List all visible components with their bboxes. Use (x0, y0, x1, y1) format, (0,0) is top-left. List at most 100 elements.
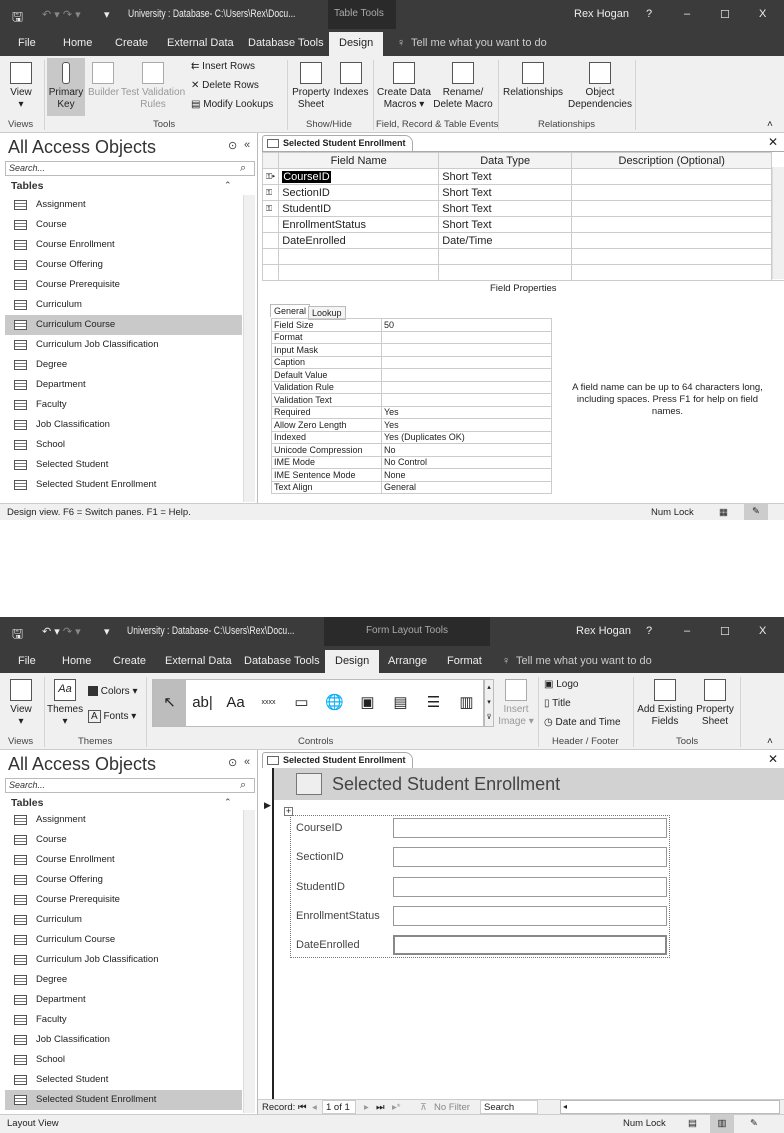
last-record-button[interactable]: ⏭ (376, 1102, 385, 1113)
nav-item-table[interactable]: Course (5, 830, 242, 850)
description-cell[interactable] (571, 184, 773, 201)
collapse-section-icon[interactable]: ⌃ (224, 797, 232, 807)
help-button[interactable]: ? (646, 8, 653, 20)
property-row[interactable]: Unicode Compression No (271, 443, 552, 457)
nav-item-table[interactable]: Curriculum Course (5, 930, 242, 950)
tab-general[interactable]: General (270, 304, 311, 317)
field-row[interactable]: ⚿ StudentID Short Text (261, 200, 773, 217)
tab-format[interactable]: Format (447, 655, 482, 667)
modify-lookups-button[interactable]: ▤ Modify Lookups (191, 99, 274, 110)
themes-button[interactable]: Aa Themes ▾ (47, 679, 83, 728)
grid-scrollbar[interactable] (772, 167, 784, 279)
primary-key-button[interactable]: Primary Key (47, 58, 85, 116)
tab-database-tools[interactable]: Database Tools (244, 655, 320, 667)
form-view-icon[interactable]: ▤ (688, 1118, 697, 1129)
add-existing-fields-button[interactable]: Add Existing Fields (636, 679, 694, 728)
tell-me-search[interactable]: Tell me what you want to do (411, 37, 547, 49)
field-input[interactable] (393, 876, 667, 897)
empty-cell[interactable] (571, 264, 773, 281)
property-value[interactable] (381, 393, 552, 407)
property-value[interactable] (381, 380, 552, 394)
description-cell[interactable] (571, 168, 773, 185)
property-row[interactable]: Validation Rule (271, 380, 552, 394)
tab-file[interactable]: File (18, 655, 36, 667)
property-row[interactable]: Indexed Yes (Duplicates OK) (271, 430, 552, 444)
control-combo-icon[interactable]: ▥ (459, 694, 474, 711)
tab-home[interactable]: Home (62, 655, 92, 667)
row-selector[interactable]: ⚿ (261, 184, 280, 201)
control-ab-icon[interactable]: ab| (192, 694, 213, 711)
first-record-button[interactable]: ⏮ (298, 1102, 307, 1113)
nav-item-table[interactable]: Degree (5, 355, 242, 375)
property-row[interactable]: Input Mask (271, 343, 552, 357)
close-doc-button[interactable]: ✕ (767, 135, 778, 149)
tab-create[interactable]: Create (113, 655, 147, 667)
field-name-cell[interactable]: EnrollmentStatus (278, 216, 440, 233)
insert-rows-button[interactable]: ⇇ Insert Rows (191, 61, 255, 72)
nav-item-table[interactable]: Department (5, 990, 242, 1010)
layout-move-handle[interactable]: + (284, 806, 293, 816)
user-name[interactable]: Rex Hogan (576, 625, 632, 637)
property-value[interactable]: No (381, 443, 552, 457)
test-validation-rules-button[interactable]: Test Validation Rules (120, 62, 186, 111)
tab-file[interactable]: File (18, 37, 36, 49)
nav-pane-title[interactable]: All Access Objects (8, 754, 157, 774)
nav-item-table[interactable]: Curriculum Course (5, 315, 242, 335)
nav-item-table[interactable]: Selected Student (5, 1070, 242, 1090)
gallery-scroll[interactable]: ▴ ▾ ⊽ (484, 679, 494, 727)
data-type-cell[interactable]: Short Text (438, 168, 573, 185)
logo-button[interactable]: ▣ Logo (544, 679, 579, 690)
empty-cell[interactable] (278, 264, 440, 281)
nav-item-table[interactable]: Selected Student Enrollment (5, 475, 242, 495)
nav-item-table[interactable]: Assignment (5, 810, 242, 830)
description-cell[interactable] (571, 216, 773, 233)
delete-rows-button[interactable]: ✕ Delete Rows (191, 80, 259, 91)
empty-cell[interactable] (438, 248, 573, 265)
customize-qat-icon[interactable]: ▾ (104, 626, 110, 638)
nav-item-table[interactable]: Course Enrollment (5, 850, 242, 870)
empty-cell[interactable] (261, 248, 280, 265)
insert-image-button[interactable]: Insert Image ▾ (498, 679, 534, 728)
shutter-bar-icon[interactable]: « (244, 756, 251, 768)
title-button[interactable]: ▯ Title (544, 698, 571, 709)
shutter-bar-icon[interactable]: « (244, 139, 251, 151)
fonts-button[interactable]: A Fonts ▾ (88, 710, 136, 723)
design-view-icon[interactable]: ✎ (744, 504, 768, 520)
property-row[interactable]: Text Align General (271, 480, 552, 494)
nav-item-table[interactable]: Course Prerequisite (5, 890, 242, 910)
nav-item-table[interactable]: School (5, 435, 242, 455)
minimize-button[interactable]: – (684, 8, 691, 20)
field-name-selected[interactable]: CourseID (282, 170, 331, 183)
user-name[interactable]: Rex Hogan (574, 8, 630, 20)
property-row[interactable]: IME Sentence Mode None (271, 468, 552, 482)
nav-item-table[interactable]: Course (5, 215, 242, 235)
property-row[interactable]: Caption (271, 355, 552, 369)
property-value[interactable] (381, 368, 552, 382)
nav-item-table[interactable]: Course Prerequisite (5, 275, 242, 295)
nav-scrollbar[interactable] (243, 195, 255, 502)
nav-item-table[interactable]: Faculty (5, 1010, 242, 1030)
data-type-cell[interactable]: Short Text (438, 184, 573, 201)
nav-item-table[interactable]: Course Enrollment (5, 235, 242, 255)
property-row[interactable]: IME Mode No Control (271, 455, 552, 469)
tab-home[interactable]: Home (63, 37, 93, 49)
data-type-cell[interactable]: Date/Time (438, 232, 573, 249)
property-value[interactable]: None (381, 468, 552, 482)
data-type-cell[interactable]: Short Text (438, 200, 573, 217)
save-icon[interactable]: 🖫 (12, 9, 24, 24)
control-aa-icon[interactable]: Aa (226, 694, 245, 711)
previous-record-button[interactable]: ◂ (312, 1102, 317, 1113)
nav-item-table[interactable]: Curriculum (5, 910, 242, 930)
property-sheet-button[interactable]: Property Sheet (291, 62, 331, 111)
tell-me-search[interactable]: Tell me what you want to do (516, 655, 652, 667)
nav-item-table[interactable]: Department (5, 375, 242, 395)
tab-external-data[interactable]: External Data (167, 37, 234, 49)
empty-cell[interactable] (278, 248, 440, 265)
nav-item-table[interactable]: Job Classification (5, 1030, 242, 1050)
property-row[interactable]: Field Size 50 (271, 318, 552, 332)
close-button[interactable]: X (759, 8, 767, 20)
data-type-cell[interactable]: Short Text (438, 216, 573, 233)
field-row[interactable]: DateEnrolled Date/Time (261, 232, 773, 249)
object-dependencies-button[interactable]: Object Dependencies (568, 62, 632, 111)
field-name-cell[interactable]: StudentID (278, 200, 440, 217)
